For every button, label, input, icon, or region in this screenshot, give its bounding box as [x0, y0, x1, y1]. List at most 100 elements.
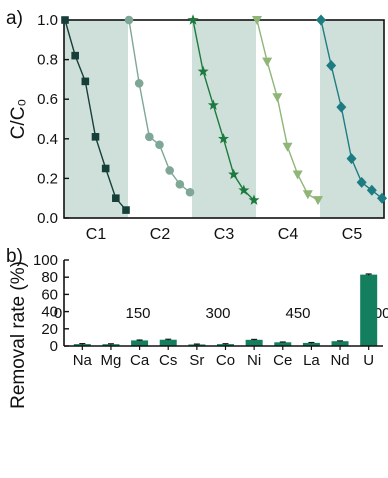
data-point	[336, 101, 347, 113]
bar-mg	[102, 343, 120, 346]
data-point	[122, 206, 130, 214]
data-point	[217, 133, 230, 144]
bar-rect	[245, 339, 263, 346]
data-point	[112, 194, 120, 202]
data-point	[238, 184, 250, 195]
plot-frame-a	[63, 19, 385, 219]
data-point	[61, 16, 69, 24]
y-tick-label-b: 100	[33, 252, 58, 269]
bar-rect	[331, 341, 349, 346]
y-tick-label-a: 0.0	[37, 210, 58, 227]
y-tick-label-a: 0.2	[37, 170, 58, 187]
data-point	[187, 14, 199, 25]
data-point	[165, 166, 174, 175]
bar-rect	[102, 344, 120, 346]
bar-rect	[274, 342, 292, 346]
panel-label-b: b)	[6, 246, 23, 267]
data-point	[356, 176, 367, 188]
data-point	[134, 79, 144, 88]
data-point	[302, 190, 313, 200]
bar-ni	[245, 338, 263, 346]
minute-tick-label: 0	[54, 305, 62, 322]
panel-label-a: a)	[6, 8, 23, 29]
data-point	[145, 132, 154, 142]
bar-la	[302, 341, 320, 346]
data-point	[248, 194, 260, 205]
bar-co	[217, 343, 234, 346]
cycle-label-c3: C3	[214, 226, 235, 243]
x-tick-label-b: Sr	[189, 352, 204, 369]
x-tick-label-b: Cs	[159, 352, 177, 369]
x-tick-label-b: Na	[73, 352, 93, 369]
y-tick-label-a: 0.6	[37, 91, 58, 108]
minute-tick-label: 300	[205, 305, 230, 322]
highlight-bands	[64, 20, 384, 218]
data-point	[207, 99, 219, 110]
data-point	[366, 184, 377, 196]
data-point	[262, 57, 273, 67]
y-tick-label-a: 1.0	[37, 12, 58, 29]
data-point	[81, 77, 90, 86]
data-point	[124, 15, 134, 25]
bar-rect	[131, 340, 149, 346]
x-tick-label-b: Co	[216, 352, 235, 369]
panel-a: 0.0 0.2 0.4 0.6 0.8 1.0 C1 C2 C3 C4 C5 a) C/C₀	[6, 8, 387, 243]
x-tick-label-b: U	[363, 352, 374, 369]
data-point	[272, 93, 283, 103]
y-tick-label-b: 20	[41, 321, 58, 338]
x-tick-label-b: Ce	[273, 352, 292, 369]
data-point	[252, 16, 262, 25]
y-tick-label-a: 0.8	[37, 52, 58, 69]
x-tick-label-b: Ni	[247, 352, 261, 369]
data-point	[346, 153, 357, 165]
x-tick-label-b: Ca	[130, 352, 150, 369]
band-c3	[192, 20, 256, 218]
data-point	[155, 140, 164, 150]
data-point	[228, 168, 240, 180]
data-point	[292, 170, 303, 180]
y-tick-label-b: 40	[41, 304, 58, 321]
y-axis-a: 0.0 0.2 0.4 0.6 0.8 1.0	[37, 12, 69, 227]
bar-ca	[131, 339, 149, 346]
x-tick-label-b: Nd	[330, 352, 349, 369]
series-group	[61, 14, 387, 214]
y-axis-title-b: Removal rate (%)	[8, 261, 29, 409]
series-c3	[187, 14, 260, 205]
bar-rect	[360, 274, 378, 346]
y-tick-label-b: 60	[41, 286, 58, 303]
bar-cs	[159, 338, 177, 346]
bar-group	[73, 273, 378, 346]
data-point	[185, 187, 195, 197]
data-point	[313, 196, 323, 206]
y-axis-title-a: C/C₀	[8, 99, 29, 140]
data-point	[91, 133, 100, 141]
bar-ce	[274, 341, 292, 346]
series-line-c4	[256, 19, 319, 201]
data-point	[175, 180, 185, 189]
data-point	[326, 60, 337, 72]
data-point	[316, 14, 326, 26]
series-c5	[316, 14, 387, 204]
data-point	[101, 164, 110, 173]
series-c1	[61, 16, 130, 214]
bar-rect	[159, 339, 177, 346]
band-c5	[320, 20, 384, 218]
bar-rect	[217, 344, 234, 346]
x-tick-label-b: La	[303, 352, 320, 369]
data-point	[71, 51, 79, 60]
series-c2	[124, 15, 195, 197]
y-tick-label-b: 0	[50, 338, 58, 355]
x-axis-b: Na Mg Ca Cs Sr Co Ni Ce La Nd U	[73, 346, 374, 369]
data-point	[377, 192, 387, 204]
bar-nd	[331, 340, 349, 346]
y-tick-label-b: 80	[41, 269, 58, 286]
cycle-label-c2: C2	[150, 226, 171, 243]
bar-rect	[73, 344, 91, 346]
cycle-label-c1: C1	[86, 226, 107, 243]
minute-tick-labels: 0150300450600	[54, 305, 388, 322]
y-tick-label-a: 0.4	[37, 131, 58, 148]
bar-rect	[302, 342, 320, 346]
